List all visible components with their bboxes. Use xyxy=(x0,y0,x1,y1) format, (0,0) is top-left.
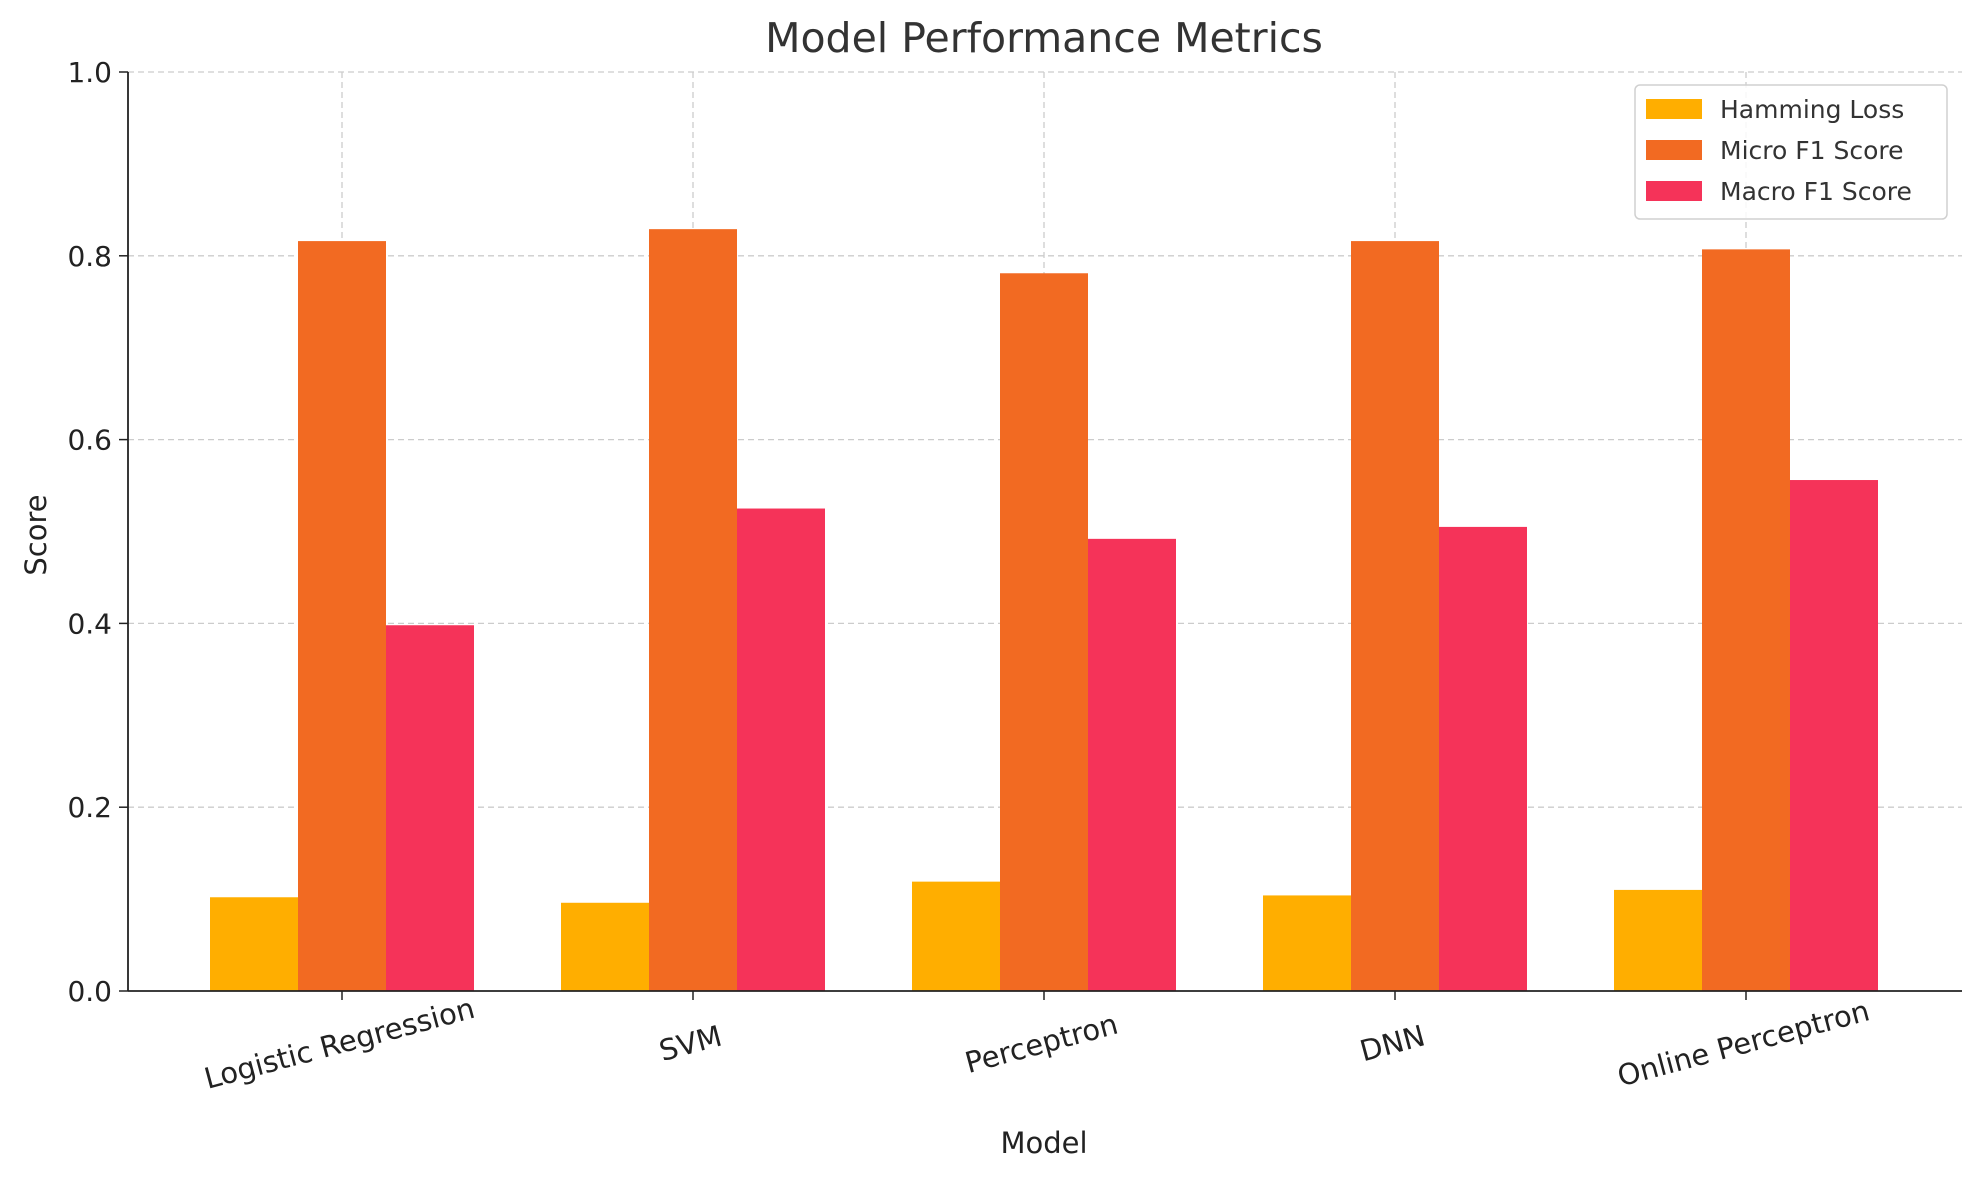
x-tick-label: Logistic Regression xyxy=(201,991,479,1096)
bar-micro-f1-score xyxy=(1351,241,1439,991)
bar-micro-f1-score xyxy=(1702,249,1790,991)
legend-swatch xyxy=(1646,140,1702,160)
bar-macro-f1-score xyxy=(386,625,474,991)
y-tick-label: 1.0 xyxy=(67,56,112,89)
bar-macro-f1-score xyxy=(1088,538,1176,991)
bar-hamming-loss xyxy=(1263,895,1351,991)
legend-swatch xyxy=(1646,99,1702,119)
bars xyxy=(210,229,1878,992)
bar-macro-f1-score xyxy=(1439,526,1527,991)
y-axis-label: Score xyxy=(19,494,53,575)
y-tick-label: 0.2 xyxy=(67,791,112,824)
bar-macro-f1-score xyxy=(1790,480,1878,991)
x-tick-label: Perceptron xyxy=(961,1007,1121,1080)
legend: Hamming Loss Micro F1 Score Macro F1 Score xyxy=(1634,84,1948,220)
bar-hamming-loss xyxy=(912,881,1000,991)
bar-micro-f1-score xyxy=(298,241,386,991)
y-tick-label: 0.4 xyxy=(67,607,112,640)
x-tick-label: DNN xyxy=(1356,1018,1428,1068)
bar-micro-f1-score xyxy=(1000,273,1088,991)
chart-title: Model Performance Metrics xyxy=(765,14,1323,62)
legend-swatch xyxy=(1646,181,1702,201)
y-tick-label: 0.6 xyxy=(67,424,112,457)
bar-micro-f1-score xyxy=(649,229,737,992)
x-tick-label: Online Perceptron xyxy=(1614,993,1873,1093)
legend-label: Hamming Loss xyxy=(1720,95,1904,124)
bar-macro-f1-score xyxy=(737,508,825,991)
x-tick-label: SVM xyxy=(655,1019,725,1068)
bar-hamming-loss xyxy=(1614,889,1702,991)
legend-box xyxy=(1634,84,1948,220)
legend-label: Macro F1 Score xyxy=(1720,177,1912,206)
bar-hamming-loss xyxy=(561,902,649,991)
bar-hamming-loss xyxy=(210,897,298,991)
legend-label: Micro F1 Score xyxy=(1720,136,1903,165)
y-tick-label: 0.8 xyxy=(67,240,112,273)
x-axis-label: Model xyxy=(1000,1126,1087,1160)
y-tick-label: 0.0 xyxy=(67,975,112,1008)
